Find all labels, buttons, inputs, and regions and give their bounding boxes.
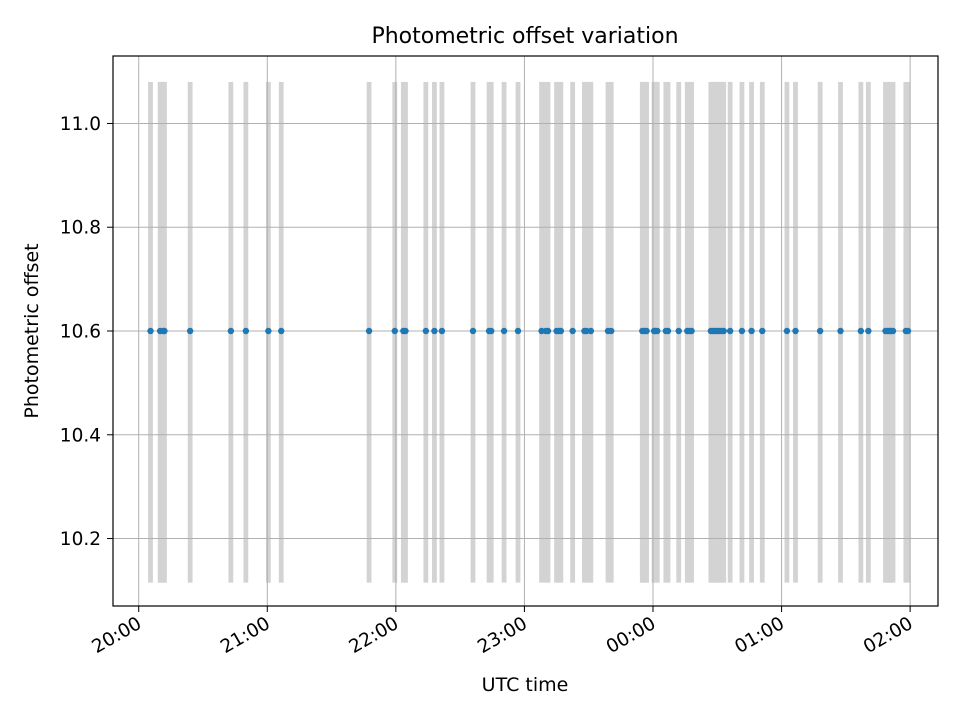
data-point — [242, 327, 250, 335]
data-point — [643, 327, 650, 335]
data-point — [792, 327, 799, 335]
data-point — [748, 327, 755, 335]
data-point — [488, 327, 495, 335]
y-tick-label: 10.6 — [60, 322, 101, 343]
data-point — [500, 327, 508, 335]
x-axis-ticks: 20:00 21:00 22:00 23:00 00:00 01:00 02:00 — [89, 606, 917, 658]
data-point — [402, 327, 409, 335]
data-point — [557, 327, 565, 335]
x-tick-label: 01:00 — [731, 613, 788, 658]
data-point — [759, 327, 766, 335]
data-point — [608, 327, 615, 335]
data-point — [161, 327, 168, 335]
data-point — [514, 327, 522, 335]
y-tick-label: 10.2 — [60, 529, 101, 550]
data-point — [278, 327, 285, 335]
data-point — [365, 327, 373, 335]
data-point — [438, 327, 446, 335]
x-tick-label: 22:00 — [346, 613, 403, 658]
data-point — [738, 327, 746, 335]
data-point — [186, 327, 194, 335]
data-point — [720, 327, 727, 335]
data-point — [726, 327, 734, 335]
data-point — [587, 327, 595, 335]
data-points — [147, 327, 912, 335]
data-point — [837, 327, 844, 335]
data-point — [675, 327, 682, 335]
data-point — [544, 327, 552, 335]
x-tick-label: 21:00 — [217, 613, 274, 658]
y-axis-label: Photometric offset — [21, 243, 43, 418]
data-point — [783, 327, 791, 335]
data-point — [391, 327, 398, 335]
data-point — [664, 327, 672, 335]
x-tick-label: 00:00 — [603, 613, 660, 658]
x-tick-label: 23:00 — [474, 613, 531, 658]
data-point — [654, 327, 661, 335]
y-tick-label: 10.8 — [60, 218, 101, 239]
data-point — [857, 327, 865, 335]
x-tick-label: 20:00 — [89, 613, 146, 658]
data-point — [431, 327, 438, 335]
data-point — [889, 327, 897, 335]
data-point — [147, 327, 154, 335]
data-point — [688, 327, 695, 335]
y-tick-label: 10.4 — [60, 425, 101, 446]
y-tick-label: 11.0 — [60, 114, 101, 135]
x-tick-label: 02:00 — [860, 613, 917, 658]
data-point — [422, 327, 430, 335]
data-point — [904, 327, 912, 335]
chart-title: Photometric offset variation — [371, 24, 678, 49]
data-point — [816, 327, 824, 335]
x-axis-label: UTC time — [482, 674, 569, 696]
data-point — [227, 327, 235, 335]
data-point — [865, 327, 872, 335]
grid-lines — [113, 56, 938, 606]
data-point — [469, 327, 477, 335]
y-axis-ticks: 10.2 10.4 10.6 10.8 11.0 — [60, 114, 113, 550]
data-point — [265, 327, 272, 335]
data-point — [569, 327, 576, 335]
